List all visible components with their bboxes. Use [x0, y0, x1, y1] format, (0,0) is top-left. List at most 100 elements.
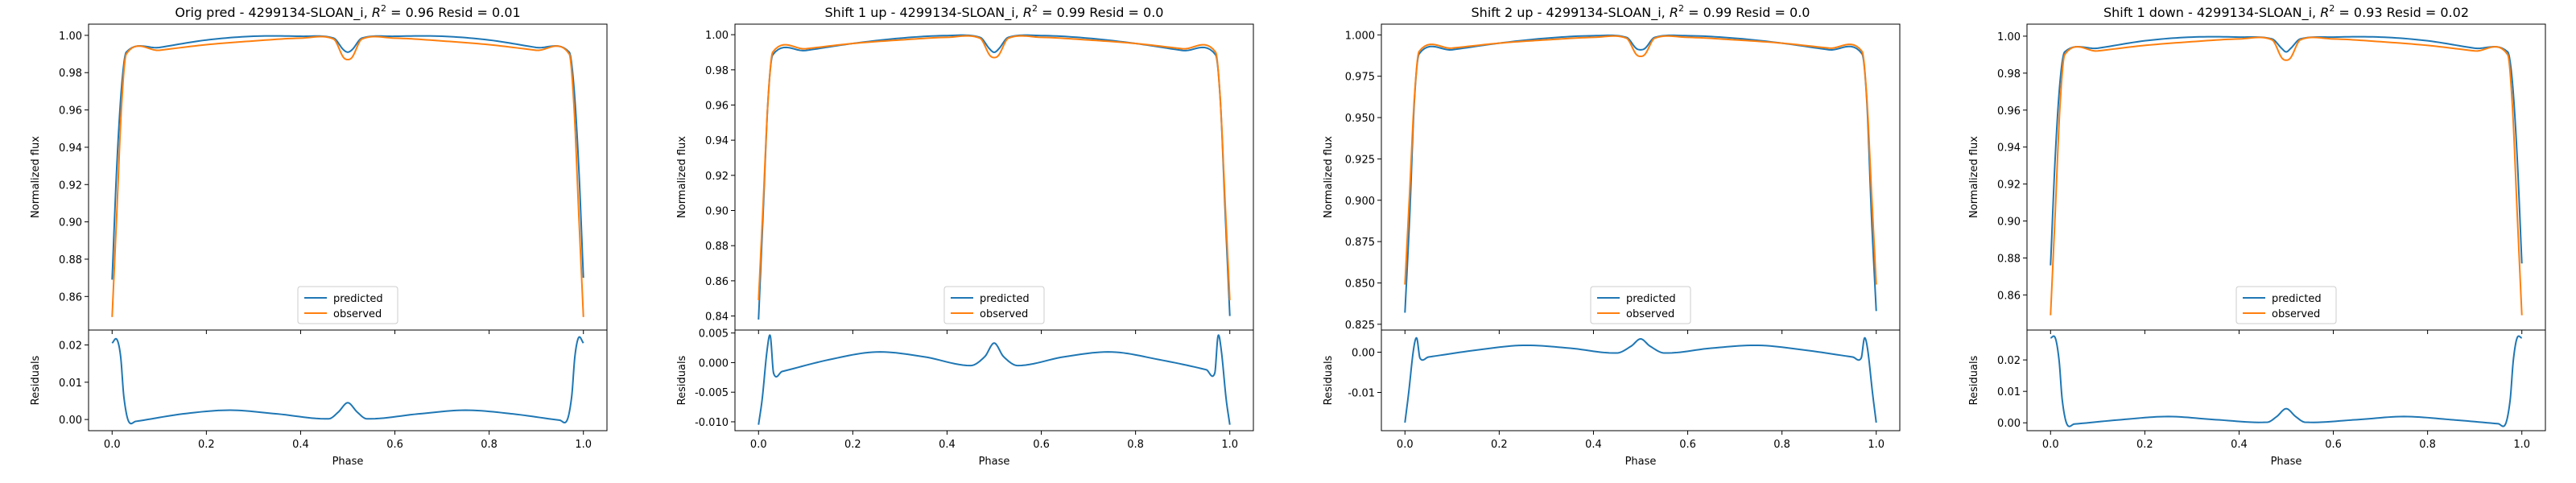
series-line-observed [111, 35, 584, 317]
y-tick-label: 0.96 [1997, 105, 2021, 118]
x-axis-label: Phase [979, 456, 1010, 468]
residual-axis-label: Residuals [676, 355, 688, 405]
y-tick-label: 1.00 [705, 30, 729, 42]
series-line-predicted [758, 34, 1231, 320]
subplot-title: Orig pred - 4299134-SLOAN_i, R2 = 0.96 R… [175, 3, 520, 21]
legend-label-observed: observed [2272, 308, 2320, 320]
x-tick-label: 1.0 [575, 439, 592, 451]
x-tick-label: 1.0 [1221, 439, 1238, 451]
residual-axes-frame [2026, 329, 2546, 431]
y-tick-label: 0.92 [705, 171, 729, 183]
x-tick-label: 0.0 [1397, 439, 1414, 451]
residual-y-tick-label: 0.00 [1997, 418, 2021, 430]
y-tick-label: 0.98 [59, 68, 82, 80]
series-line-predicted [111, 35, 584, 280]
x-tick-label: 0.4 [1585, 439, 1602, 451]
y-tick-label: 0.88 [59, 254, 82, 266]
subplot-title: Shift 2 up - 4299134-SLOAN_i, R2 = 0.99 … [1472, 3, 1810, 21]
legend-label-predicted: predicted [980, 293, 1030, 305]
y-tick-label: 0.86 [705, 276, 729, 288]
x-tick-label: 0.8 [481, 439, 497, 451]
legend: predicted observed [1590, 286, 1691, 324]
y-tick-label: 0.90 [1997, 217, 2021, 229]
residual-y-tick-label: 0.000 [699, 357, 729, 369]
x-tick-label: 1.0 [1868, 439, 1885, 451]
x-tick-label: 0.8 [1127, 439, 1144, 451]
x-tick-label: 0.4 [292, 439, 309, 451]
legend: predicted observed [943, 286, 1045, 324]
series-line-predicted [1404, 34, 1877, 313]
residual-line [758, 334, 1231, 425]
legend-box [1590, 286, 1691, 324]
y-axis-label: Normalized flux [30, 136, 42, 218]
y-tick-label: 0.950 [1345, 113, 1375, 125]
subplot-2: Shift 1 up - 4299134-SLOAN_i, R2 = 0.99 … [676, 3, 1254, 468]
y-tick-label: 0.90 [59, 217, 82, 229]
legend-label-predicted: predicted [1626, 293, 1676, 305]
y-tick-label: 0.92 [1997, 180, 2021, 192]
x-tick-label: 0.6 [2325, 439, 2342, 451]
y-tick-label: 1.00 [59, 31, 82, 43]
y-tick-label: 0.900 [1345, 196, 1375, 208]
x-tick-label: 0.2 [1491, 439, 1508, 451]
residual-line [111, 336, 584, 425]
legend-label-observed: observed [333, 308, 382, 320]
legend-box [297, 286, 398, 324]
subplot-1: Orig pred - 4299134-SLOAN_i, R2 = 0.96 R… [30, 3, 608, 468]
y-tick-label: 0.94 [59, 142, 82, 155]
residual-axes-frame [88, 329, 608, 431]
main-axes-frame [88, 23, 608, 331]
y-tick-label: 0.875 [1345, 237, 1375, 249]
subplot-title: Shift 1 down - 4299134-SLOAN_i, R2 = 0.9… [2103, 3, 2469, 21]
subplot-4: Shift 1 down - 4299134-SLOAN_i, R2 = 0.9… [1968, 3, 2546, 468]
y-tick-label: 0.94 [705, 135, 729, 147]
y-tick-label: 0.96 [59, 105, 82, 118]
y-tick-label: 0.92 [59, 180, 82, 192]
x-tick-label: 0.2 [844, 439, 861, 451]
residual-axes-frame [1381, 329, 1901, 431]
y-tick-label: 0.98 [705, 65, 729, 77]
x-tick-label: 0.0 [104, 439, 121, 451]
x-tick-label: 0.4 [939, 439, 956, 451]
main-axes-frame [734, 23, 1254, 331]
legend: predicted observed [2235, 286, 2337, 324]
legend-box [943, 286, 1045, 324]
residual-axes-frame [734, 329, 1254, 431]
y-tick-label: 1.00 [1997, 31, 2021, 43]
main-axes-frame [1381, 23, 1901, 331]
residual-y-tick-label: 0.02 [1997, 355, 2021, 367]
x-tick-label: 0.2 [198, 439, 215, 451]
y-tick-label: 0.96 [705, 100, 729, 112]
y-axis-label: Normalized flux [1968, 136, 1980, 218]
x-tick-label: 0.0 [750, 439, 767, 451]
series-line-observed [2050, 36, 2523, 316]
x-tick-label: 0.2 [2136, 439, 2153, 451]
series-line-predicted [2050, 35, 2523, 266]
x-tick-label: 0.8 [1773, 439, 1790, 451]
residual-axis-label: Residuals [1968, 355, 1980, 405]
series-line-observed [758, 35, 1231, 300]
x-tick-label: 0.0 [2042, 439, 2059, 451]
legend-label-observed: observed [980, 308, 1028, 320]
x-tick-label: 0.6 [1679, 439, 1696, 451]
residual-line [2050, 335, 2522, 427]
legend: predicted observed [297, 286, 398, 324]
x-tick-label: 0.8 [2419, 439, 2436, 451]
residual-y-tick-label: 0.005 [699, 328, 729, 341]
y-tick-label: 0.90 [705, 205, 729, 217]
y-tick-label: 0.975 [1345, 72, 1375, 84]
legend-box [2235, 286, 2337, 324]
y-tick-label: 0.925 [1345, 154, 1375, 166]
series-line-observed [1404, 35, 1877, 285]
x-tick-label: 0.4 [2231, 439, 2248, 451]
y-tick-label: 0.850 [1345, 278, 1375, 290]
legend-label-predicted: predicted [333, 293, 383, 305]
x-axis-label: Phase [1625, 456, 1657, 468]
residual-y-tick-label: 0.00 [1352, 348, 1375, 360]
residual-axis-label: Residuals [30, 355, 42, 405]
y-tick-label: 0.825 [1345, 320, 1375, 332]
y-tick-label: 0.84 [705, 312, 729, 324]
y-axis-label: Normalized flux [1323, 136, 1335, 218]
subplot-3: Shift 2 up - 4299134-SLOAN_i, R2 = 0.99 … [1323, 3, 1901, 468]
